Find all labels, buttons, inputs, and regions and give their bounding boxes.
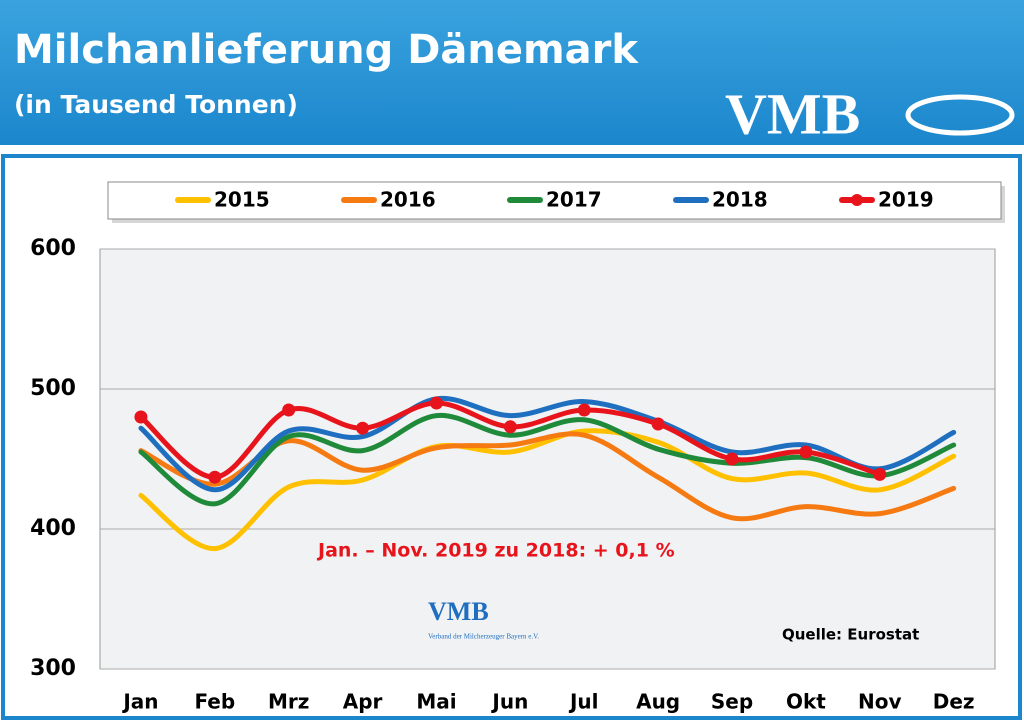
- x-tick-label: Aug: [636, 690, 680, 714]
- point-marker: [503, 420, 517, 434]
- point-marker: [799, 445, 813, 459]
- chart: 300 400 500 600 Jan Feb Mrz Apr Mai Jun Jul Aug Sep O…: [30, 188, 995, 714]
- logo: VMB: [725, 81, 860, 146]
- y-tick-label: 500: [30, 376, 76, 401]
- plot-area: [99, 248, 996, 670]
- point-marker: [429, 396, 443, 410]
- x-tick-label: Okt: [786, 690, 826, 714]
- x-tick-label: Jul: [568, 690, 599, 714]
- point-marker: [134, 410, 148, 424]
- point-marker: [577, 403, 591, 417]
- x-tick-label: Jun: [490, 690, 528, 714]
- watermark-text: Verband der Milcherzeuger Bayern e.V.: [428, 633, 539, 641]
- legend-label: 2016: [380, 188, 436, 212]
- point-marker: [873, 467, 887, 481]
- point-marker: [208, 470, 222, 484]
- series-line: [138, 395, 957, 493]
- x-tick-label: Jan: [121, 690, 158, 714]
- source: Quelle: Eurostat: [782, 626, 919, 644]
- series-line: [138, 400, 883, 480]
- logo-mark: [905, 94, 1015, 136]
- x-tick-label: Mai: [416, 690, 456, 714]
- point-marker: [356, 421, 370, 435]
- legend-label: 2017: [546, 188, 602, 212]
- title: Milchanlieferung Dänemark: [14, 27, 639, 73]
- x-tick-label: Sep: [711, 690, 753, 714]
- x-tick-label: Mrz: [268, 690, 309, 714]
- y-tick-label: 300: [30, 656, 76, 681]
- annotation: Jan. – Nov. 2019 zu 2018: + 0,1 %: [316, 540, 675, 562]
- legend-label: 2015: [214, 188, 270, 212]
- series-line: [138, 413, 957, 507]
- subtitle: (in Tausend Tonnen): [14, 90, 298, 119]
- x-tick-label: Nov: [858, 690, 902, 714]
- y-tick-label: 400: [30, 516, 76, 541]
- point-marker: [651, 417, 665, 431]
- series-line: [138, 428, 957, 552]
- watermark-logo: VMB: [428, 597, 489, 626]
- point-marker: [725, 452, 739, 466]
- x-tick-label: Feb: [194, 690, 235, 714]
- legend-label: 2019: [878, 188, 934, 212]
- legend-marker: [851, 194, 863, 206]
- x-tick-label: Dez: [933, 690, 975, 714]
- x-tick-label: Apr: [343, 690, 383, 714]
- header-band: [0, 0, 1024, 145]
- legend-label: 2018: [712, 188, 768, 212]
- point-marker: [282, 403, 296, 417]
- y-tick-label: 600: [30, 236, 76, 261]
